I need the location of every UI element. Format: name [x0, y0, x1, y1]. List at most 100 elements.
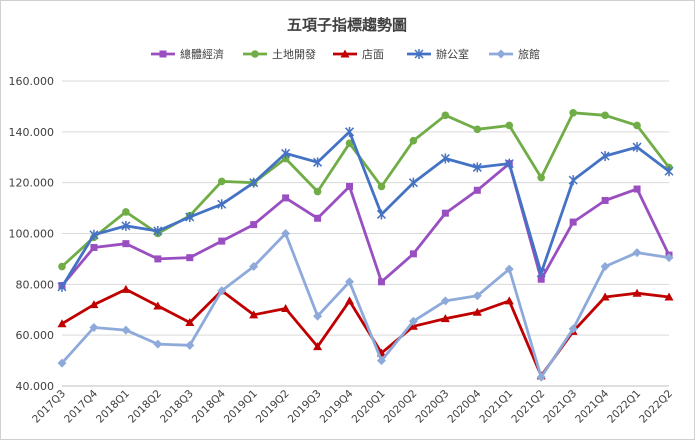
legend-label: 辦公室	[436, 47, 469, 61]
data-point	[600, 262, 610, 272]
legend-item: 辦公室	[407, 47, 469, 61]
data-point	[58, 262, 66, 271]
legend-item: 土地開發	[243, 47, 316, 61]
data-point	[153, 339, 163, 349]
data-point	[217, 286, 227, 296]
x-tick-label: 2019Q2	[254, 388, 292, 426]
data-point	[376, 356, 386, 366]
data-point	[345, 139, 354, 148]
data-point	[408, 316, 418, 326]
series-2	[58, 108, 673, 271]
y-tick-label: 100.000	[9, 228, 55, 241]
legend-item: 店面	[333, 47, 384, 61]
data-point	[473, 186, 481, 194]
data-point	[664, 253, 674, 263]
data-point	[121, 325, 131, 335]
data-point	[121, 220, 131, 231]
data-point	[281, 229, 291, 238]
data-point	[414, 49, 424, 59]
x-tick-label: 2020Q2	[382, 388, 420, 426]
data-point	[568, 324, 578, 334]
chart-title: 五項子指標趨勢圖	[287, 16, 407, 34]
data-point	[57, 358, 67, 368]
series-line	[60, 162, 671, 287]
data-point	[218, 237, 226, 245]
data-point	[89, 229, 99, 240]
series-3	[57, 284, 674, 380]
x-tick-label: 2017Q4	[62, 387, 100, 425]
data-point	[409, 250, 417, 258]
data-point	[472, 162, 482, 173]
legend: 總體經濟 土地開發 店面 辦公室 旅館	[151, 47, 540, 61]
data-point	[89, 323, 99, 333]
data-point	[440, 296, 450, 306]
x-tick-label: 2017Q3	[30, 388, 68, 426]
data-point	[537, 173, 546, 182]
data-point	[249, 262, 259, 272]
legend-label: 店面	[362, 47, 384, 61]
data-point	[664, 292, 674, 301]
series-line	[61, 111, 671, 268]
data-point	[153, 225, 163, 236]
data-point	[251, 50, 259, 58]
data-point	[496, 49, 506, 59]
data-point	[632, 248, 642, 258]
data-point	[281, 303, 291, 312]
data-point	[249, 177, 259, 188]
data-point	[633, 121, 641, 130]
data-point	[377, 182, 386, 191]
data-point	[154, 255, 162, 263]
data-point	[217, 199, 227, 210]
data-point	[537, 275, 545, 283]
data-point	[601, 111, 609, 120]
data-point	[377, 278, 385, 286]
y-tick-label: 60.000	[16, 329, 55, 342]
data-point	[633, 185, 641, 193]
data-point	[408, 321, 418, 330]
x-tick-label: 2020Q3	[414, 388, 452, 426]
plot-area	[57, 108, 674, 382]
y-tick-label: 140.000	[9, 126, 55, 139]
data-point	[313, 157, 323, 168]
data-point	[632, 142, 642, 153]
x-tick-label: 2019Q1	[222, 388, 260, 426]
data-point	[344, 126, 355, 137]
x-tick-label: 2022Q1	[605, 388, 643, 426]
data-point	[441, 209, 449, 217]
y-tick-label: 80.000	[16, 278, 55, 291]
data-point	[568, 175, 578, 186]
data-point	[217, 177, 226, 186]
data-point	[281, 148, 291, 159]
legend-label: 總體經濟	[180, 47, 224, 61]
data-point	[313, 187, 322, 196]
data-point	[186, 254, 194, 262]
y-axis: 40.000 60.000 80.000 100.000 120.000 140.000 1…	[9, 75, 55, 393]
data-point	[601, 196, 609, 204]
x-tick-label: 2021Q4	[573, 387, 611, 425]
data-point	[409, 136, 418, 145]
data-point	[185, 211, 195, 222]
x-tick-label: 2021Q2	[509, 388, 547, 426]
y-tick-label: 120.000	[9, 177, 55, 190]
data-point	[250, 221, 258, 229]
data-point	[536, 372, 546, 382]
data-point	[664, 166, 674, 177]
y-tick-label: 40.000	[16, 380, 55, 393]
data-point	[600, 150, 610, 161]
x-axis: 2017Q32017Q42018Q12018Q22018Q32018Q42019…	[30, 385, 675, 426]
x-tick-label: 2018Q3	[158, 388, 196, 426]
data-point	[472, 291, 482, 301]
data-point	[313, 311, 323, 321]
data-point	[504, 158, 514, 169]
data-point	[440, 314, 450, 323]
data-point	[473, 125, 482, 134]
data-point	[121, 284, 131, 293]
data-point	[345, 277, 355, 287]
data-point	[440, 153, 450, 164]
x-tick-label: 2018Q4	[190, 387, 228, 425]
x-tick-label: 2019Q4	[318, 387, 356, 425]
legend-item: 旅館	[489, 47, 540, 61]
x-tick-label: 2018Q2	[126, 388, 164, 426]
data-point	[504, 296, 514, 305]
